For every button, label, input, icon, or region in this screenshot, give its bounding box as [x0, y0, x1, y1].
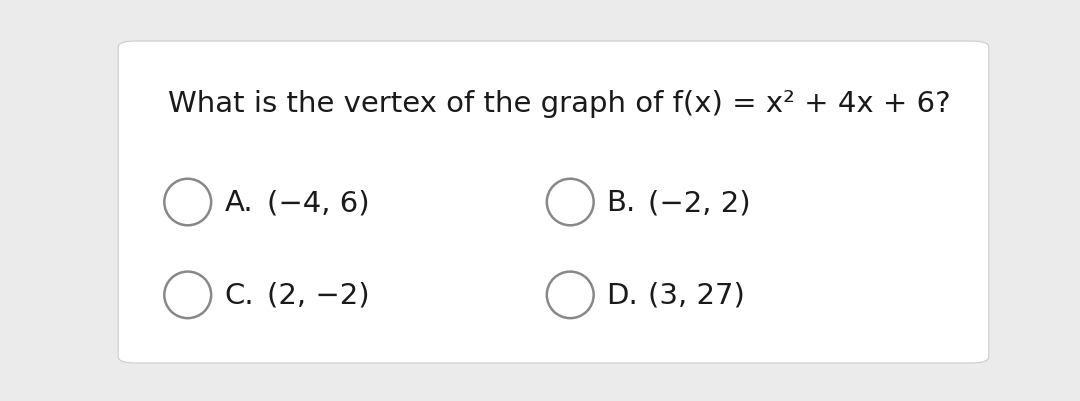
Text: (−4, 6): (−4, 6) [267, 188, 369, 217]
Text: C.: C. [225, 281, 254, 309]
Text: A.: A. [225, 188, 253, 217]
FancyBboxPatch shape [119, 42, 989, 363]
Text: D.: D. [606, 281, 638, 309]
Text: B.: B. [606, 188, 635, 217]
Text: (3, 27): (3, 27) [648, 281, 745, 309]
Text: (−2, 2): (−2, 2) [648, 188, 751, 217]
Text: What is the vertex of the graph of f(x) = x² + 4x + 6?: What is the vertex of the graph of f(x) … [168, 90, 951, 117]
Text: (2, −2): (2, −2) [267, 281, 369, 309]
